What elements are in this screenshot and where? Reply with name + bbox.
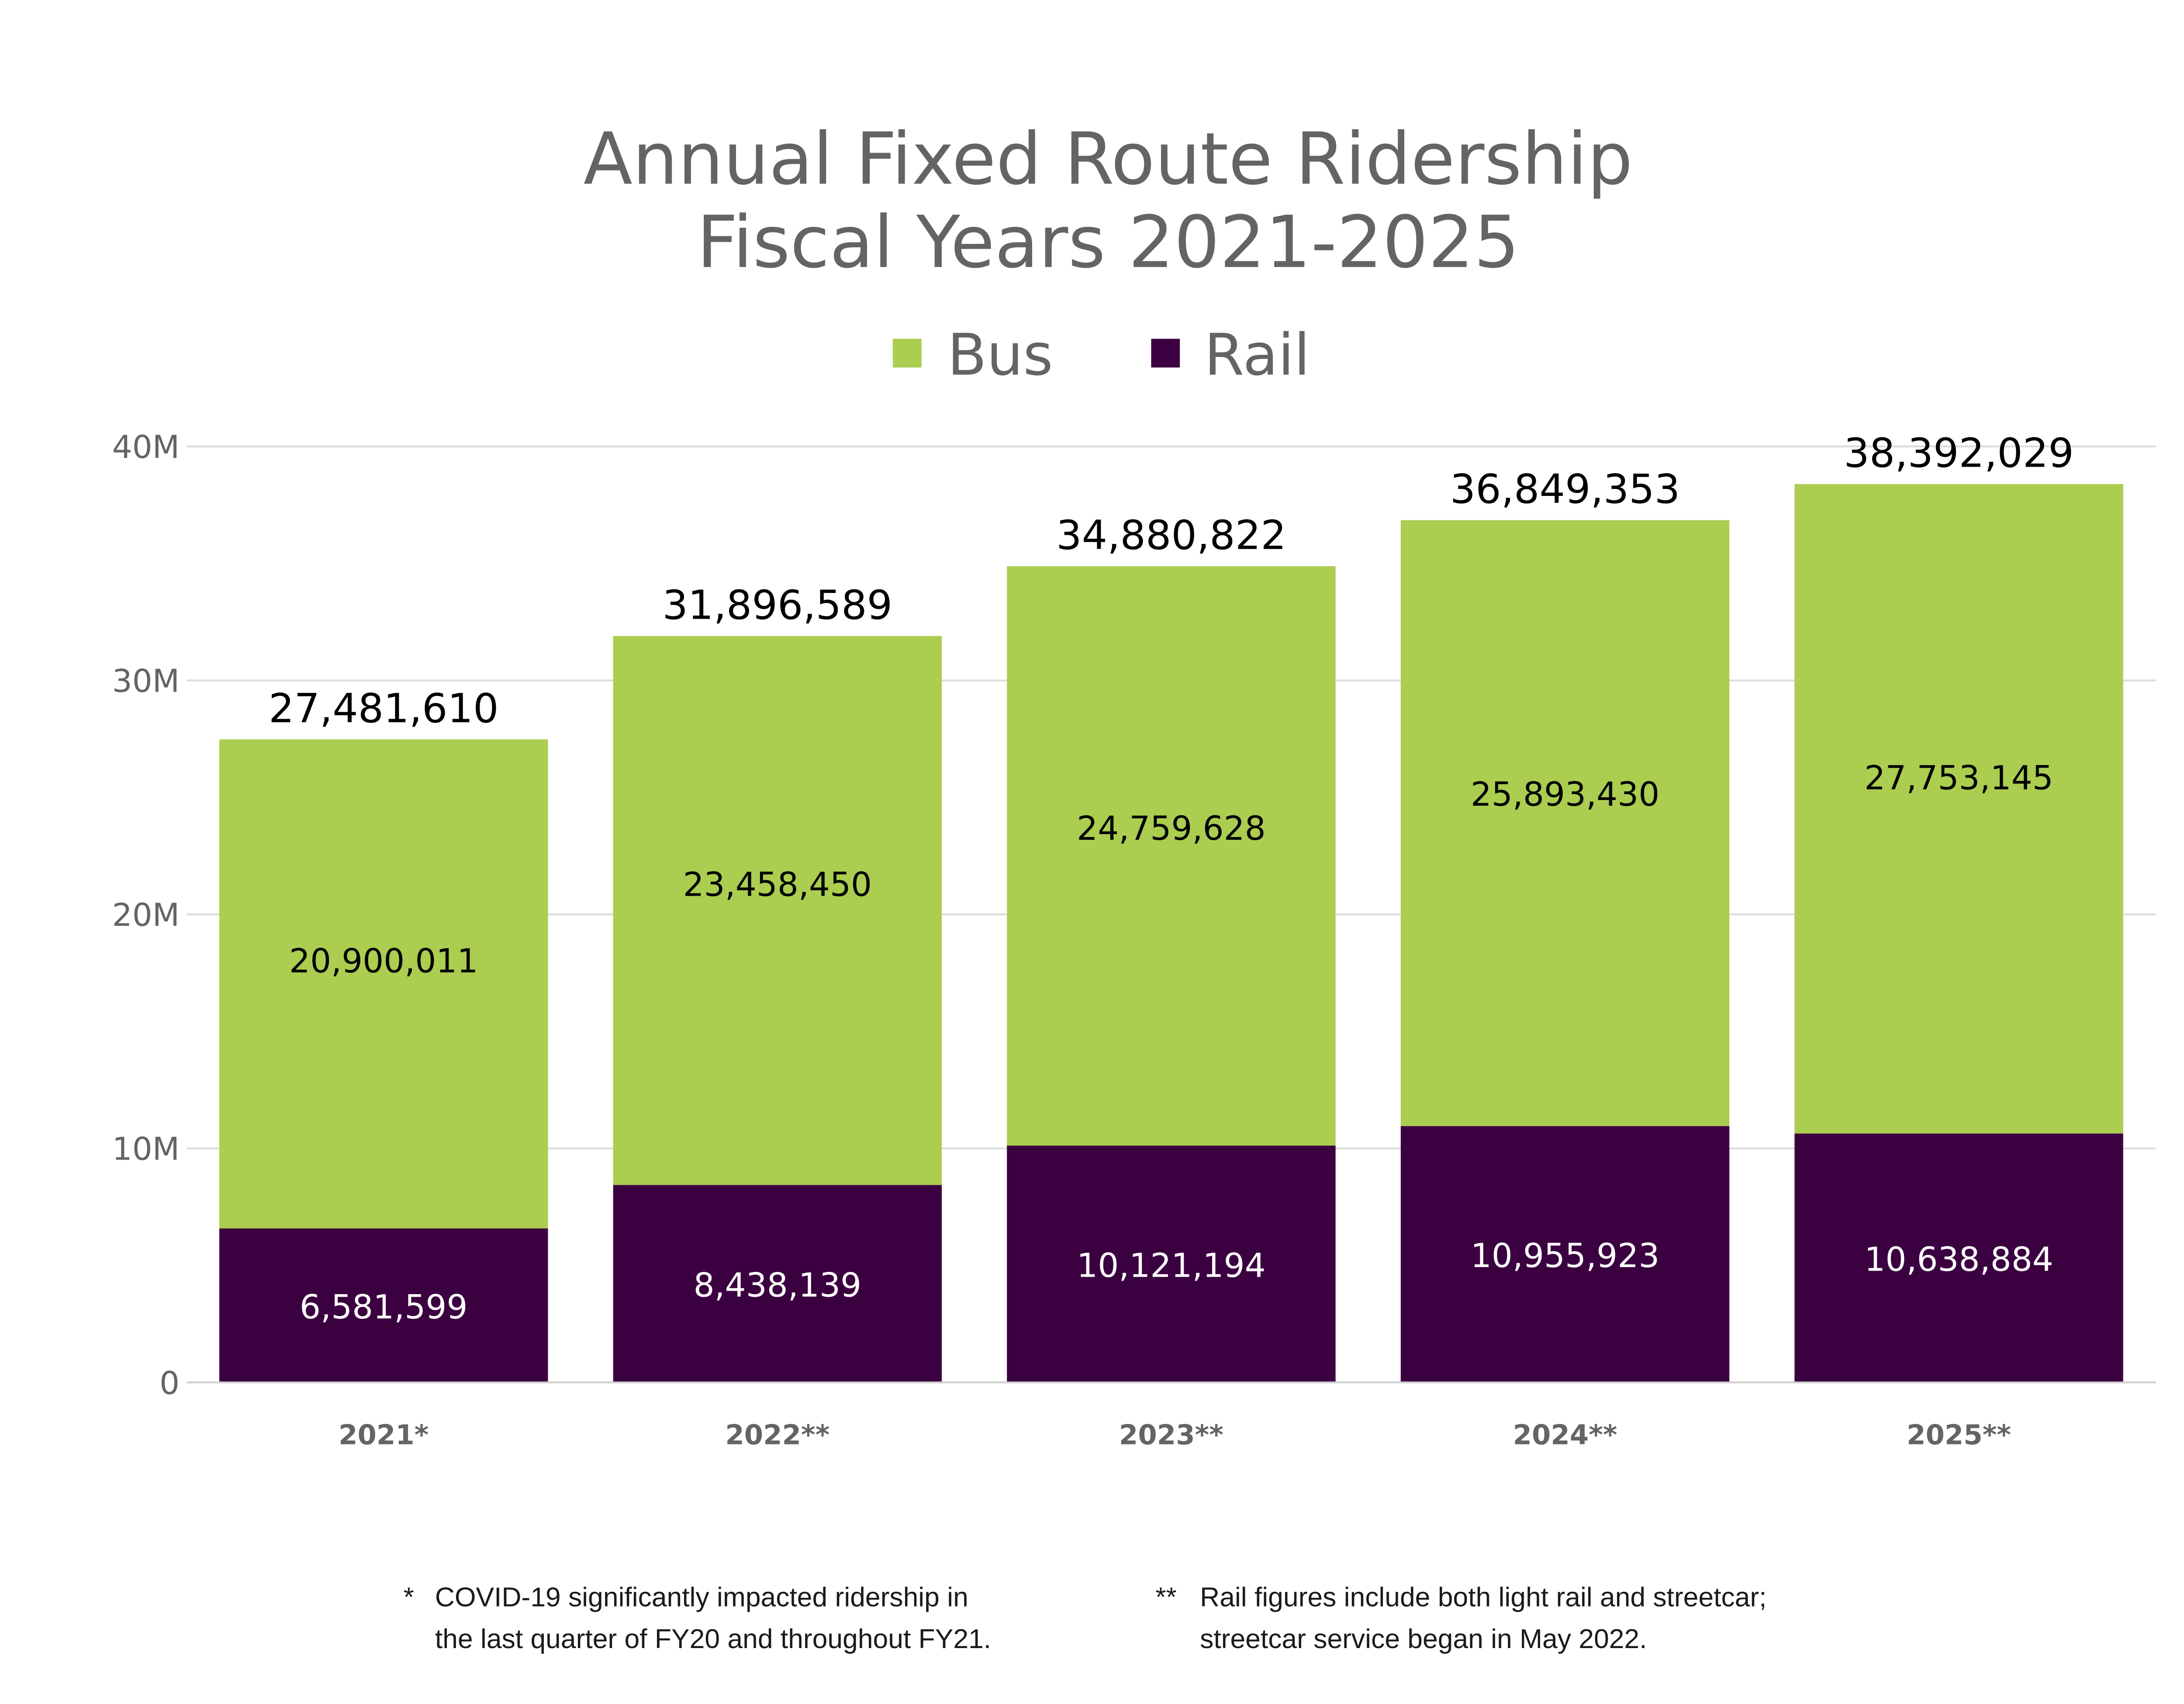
footnote-2-marker: ** bbox=[1155, 1582, 1177, 1613]
bar-stack: 10,955,923 25,893,430 36,849,353 bbox=[1400, 466, 1730, 1383]
total-label: 27,481,610 bbox=[269, 685, 499, 732]
data-label-rail: 10,638,884 bbox=[1864, 1240, 2053, 1279]
footnote-1-marker: * bbox=[404, 1582, 414, 1613]
y-tick-label: 20M bbox=[112, 897, 180, 934]
x-tick-label: 2023** bbox=[1119, 1419, 1223, 1451]
x-tick-label: 2025** bbox=[1907, 1419, 2011, 1451]
footnote-1: * COVID-19 significantly impacted riders… bbox=[404, 1582, 992, 1654]
bar-stack: 8,438,139 23,458,450 31,896,589 bbox=[613, 582, 942, 1383]
bar-bus bbox=[1400, 520, 1730, 1126]
bar-bus bbox=[1794, 484, 2123, 1134]
total-label: 38,392,029 bbox=[1844, 430, 2074, 477]
data-label-rail: 10,121,194 bbox=[1077, 1247, 1266, 1285]
y-tick-label: 30M bbox=[112, 663, 180, 700]
y-axis: 0 10M 20M 30M 40M bbox=[112, 429, 180, 1402]
footnote-2-line-1: Rail figures include both light rail and… bbox=[1200, 1582, 1766, 1613]
total-label: 31,896,589 bbox=[663, 582, 893, 628]
x-tick-label: 2024** bbox=[1513, 1419, 1617, 1451]
footnote-2-line-2: streetcar service began in May 2022. bbox=[1200, 1624, 1647, 1654]
bar-stack: 6,581,599 20,900,011 27,481,610 bbox=[219, 685, 548, 1383]
bar-rail bbox=[1400, 1126, 1730, 1383]
bar-rail bbox=[219, 1228, 548, 1383]
bar-rail bbox=[1007, 1145, 1336, 1383]
x-axis: 2021* 2022** 2023** 2024** 2025** bbox=[187, 1381, 2156, 1451]
legend-label-bus: Bus bbox=[947, 322, 1053, 388]
legend-swatch-rail bbox=[1151, 339, 1180, 368]
data-label-bus: 25,893,430 bbox=[1471, 775, 1660, 814]
data-label-bus: 24,759,628 bbox=[1077, 809, 1266, 848]
data-label-bus: 27,753,145 bbox=[1864, 758, 2053, 797]
footnote-1-line-1: COVID-19 significantly impacted ridershi… bbox=[435, 1582, 968, 1613]
y-tick-label: 10M bbox=[112, 1131, 180, 1168]
data-label-bus: 20,900,011 bbox=[289, 942, 478, 980]
bar-rail bbox=[1794, 1133, 2123, 1383]
data-label-rail: 6,581,599 bbox=[300, 1288, 467, 1326]
footnote-1-line-2: the last quarter of FY20 and throughout … bbox=[435, 1624, 991, 1654]
x-tick-label: 2021* bbox=[339, 1419, 429, 1451]
legend: Bus Rail bbox=[893, 322, 1310, 388]
legend-label-rail: Rail bbox=[1204, 322, 1310, 388]
total-label: 36,849,353 bbox=[1450, 466, 1680, 513]
bar-bus bbox=[613, 636, 942, 1185]
data-label-bus: 23,458,450 bbox=[683, 866, 872, 904]
bar-stack: 10,638,884 27,753,145 38,392,029 bbox=[1794, 430, 2123, 1383]
footnote-2: ** Rail figures include both light rail … bbox=[1155, 1582, 1766, 1654]
y-tick-label: 0 bbox=[159, 1365, 180, 1402]
chart-title: Annual Fixed Route Ridership bbox=[584, 118, 1633, 201]
data-label-rail: 10,955,923 bbox=[1471, 1236, 1660, 1275]
bars: 6,581,599 20,900,011 27,481,610 8,438,139 23… bbox=[219, 430, 2123, 1383]
x-tick-label: 2022** bbox=[725, 1419, 829, 1451]
bar-bus bbox=[219, 739, 548, 1229]
bar-bus bbox=[1007, 566, 1336, 1146]
legend-swatch-bus bbox=[893, 339, 922, 368]
bar-stack: 10,121,194 24,759,628 34,880,822 bbox=[1007, 512, 1336, 1383]
chart-subtitle: Fiscal Years 2021-2025 bbox=[697, 201, 1520, 284]
total-label: 34,880,822 bbox=[1056, 512, 1286, 559]
data-label-rail: 8,438,139 bbox=[694, 1266, 862, 1305]
y-tick-label: 40M bbox=[112, 429, 180, 466]
bar-rail bbox=[613, 1185, 942, 1383]
